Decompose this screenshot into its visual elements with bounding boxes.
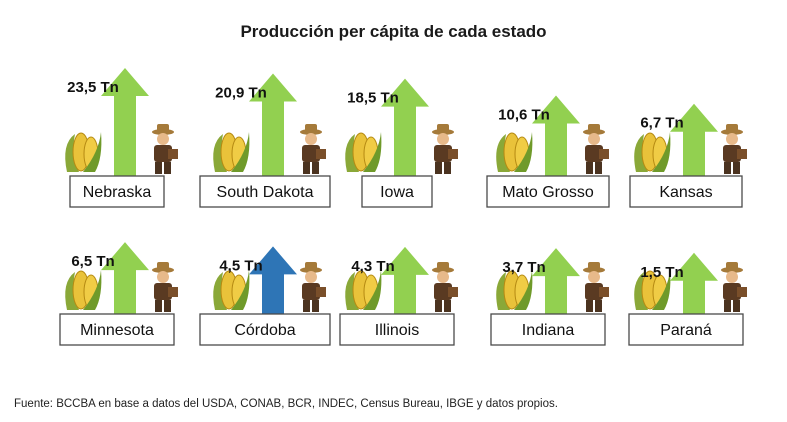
farmer-icon: [300, 262, 326, 312]
bar-arrow: [381, 78, 429, 176]
category-label: Paraná: [660, 322, 712, 339]
category-box: [490, 313, 606, 346]
bar-arrow: [249, 73, 297, 176]
state-group: 1,5 Tn Paraná: [628, 252, 747, 346]
category-label: Mato Grosso: [502, 184, 594, 201]
category-label: South Dakota: [217, 184, 314, 201]
state-group: 4,5 Tn Córdoba: [199, 246, 331, 346]
source-note: Fuente: BCCBA en base a datos del USDA, …: [14, 398, 558, 410]
bar-arrow: [532, 95, 580, 176]
value-label: 18,5 Tn: [347, 90, 399, 107]
value-label: 10,6 Tn: [498, 106, 550, 123]
category-label: Indiana: [522, 322, 575, 339]
bar-arrow: [670, 252, 718, 314]
value-label: 6,5 Tn: [71, 253, 114, 270]
corn-icon: [634, 132, 671, 172]
corn-icon: [213, 132, 250, 172]
category-box: [199, 175, 331, 208]
state-group: 20,9 Tn South Dakota: [199, 73, 331, 208]
farmer-icon: [300, 124, 326, 174]
corn-icon: [496, 132, 533, 172]
state-group: 3,7 Tn Indiana: [490, 248, 609, 346]
category-label: Nebraska: [83, 184, 152, 201]
state-group: 18,5 Tn Iowa: [345, 78, 458, 208]
category-box: [486, 175, 610, 208]
state-group: 10,6 Tn Mato Grosso: [486, 95, 610, 208]
value-label: 4,5 Tn: [219, 257, 262, 274]
farmer-icon: [721, 124, 747, 174]
category-box: [199, 313, 331, 346]
bar-arrow: [381, 246, 429, 314]
bar-arrow: [249, 246, 297, 314]
category-label: Illinois: [375, 322, 419, 339]
corn-icon: [496, 270, 533, 310]
corn-icon: [345, 132, 382, 172]
corn-icon: [65, 270, 102, 310]
farmer-icon: [721, 262, 747, 312]
category-box: [59, 313, 175, 346]
category-box: [628, 313, 744, 346]
category-label: Kansas: [659, 184, 712, 201]
value-label: 1,5 Tn: [640, 264, 683, 281]
corn-icon: [634, 270, 671, 310]
category-label: Córdoba: [234, 322, 295, 339]
value-label: 3,7 Tn: [502, 259, 545, 276]
bar-arrow: [101, 68, 149, 176]
farmer-icon: [152, 262, 178, 312]
corn-icon: [65, 132, 102, 172]
category-box: [69, 175, 165, 208]
state-group: 6,7 Tn Kansas: [629, 103, 747, 208]
category-label: Minnesota: [80, 322, 154, 339]
category-box: [339, 313, 455, 346]
farmer-icon: [432, 262, 458, 312]
category-box: [361, 175, 433, 208]
corn-icon: [213, 270, 250, 310]
chart-title: Producción per cápita de cada estado: [240, 22, 547, 41]
farmer-icon: [432, 124, 458, 174]
value-label: 23,5 Tn: [67, 79, 119, 96]
state-group: 6,5 Tn Minnesota: [59, 242, 178, 346]
value-label: 20,9 Tn: [215, 85, 267, 102]
value-label: 4,3 Tn: [351, 258, 394, 275]
corn-icon: [345, 270, 382, 310]
state-group: 4,3 Tn Illinois: [339, 246, 458, 346]
state-group: 23,5 Tn Nebraska: [65, 68, 178, 208]
bar-arrow: [532, 248, 580, 314]
bar-arrow: [670, 103, 718, 176]
farmer-icon: [152, 124, 178, 174]
farmer-icon: [583, 262, 609, 312]
bar-arrow: [101, 242, 149, 314]
category-box: [629, 175, 743, 208]
value-label: 6,7 Tn: [640, 115, 683, 132]
farmer-icon: [583, 124, 609, 174]
category-label: Iowa: [380, 184, 414, 201]
